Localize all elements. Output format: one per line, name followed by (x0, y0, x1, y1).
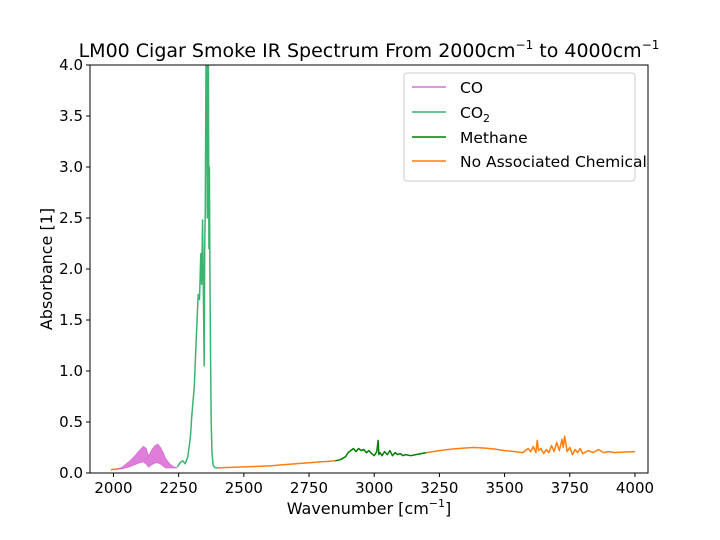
legend-label-co2: CO2 (460, 104, 490, 125)
legend: CO CO2 Methane No Associated Chemical (403, 72, 647, 182)
x-tick-label: 3250 (420, 479, 458, 497)
y-tick-label: 3.5 (59, 107, 83, 125)
series-no-associated-chemical-segment-3 (426, 435, 636, 456)
y-tick-label: 4.0 (59, 56, 83, 74)
series-no-associated-chemical-segment-1 (110, 468, 119, 471)
y-tick-label: 1.5 (59, 311, 83, 329)
y-tick-label: 1.0 (59, 362, 83, 380)
series-methane-line (334, 439, 427, 462)
y-tick-label: 2.0 (59, 260, 83, 278)
series-co2-line (176, 65, 218, 469)
x-axis: 2000 2250 2500 2750 3000 3250 3500 3750 4000 (94, 473, 654, 497)
x-tick-label: 3750 (551, 479, 589, 497)
series-layer (110, 65, 636, 471)
series-no-associated-chemical-segment-2 (217, 460, 336, 469)
x-tick-label: 3000 (355, 479, 393, 497)
x-tick-label: 2500 (225, 479, 263, 497)
y-tick-label: 0.5 (59, 413, 83, 431)
y-tick-label: 3.0 (59, 158, 83, 176)
legend-box (403, 72, 636, 182)
chart-title: LM00 Cigar Smoke IR Spectrum From 2000cm… (79, 38, 660, 62)
series-co-band (113, 443, 178, 470)
x-axis-title: Wavenumber [cm−1] (287, 497, 452, 518)
y-tick-label: 0.0 (59, 464, 83, 482)
y-tick-label: 2.5 (59, 209, 83, 227)
y-axis-title: Absorbance [1] (37, 208, 56, 330)
x-tick-label: 4000 (616, 479, 654, 497)
y-axis: 0.0 0.5 1.0 1.5 2.0 2.5 3.0 3.5 4.0 (59, 56, 90, 482)
legend-label-co: CO (460, 79, 483, 97)
x-tick-label: 2750 (290, 479, 328, 497)
legend-label-no-associated-chemical: No Associated Chemical (460, 153, 647, 171)
x-tick-label: 2000 (94, 479, 132, 497)
legend-label-methane: Methane (460, 129, 528, 147)
x-tick-label: 3500 (485, 479, 523, 497)
x-tick-label: 2250 (160, 479, 198, 497)
